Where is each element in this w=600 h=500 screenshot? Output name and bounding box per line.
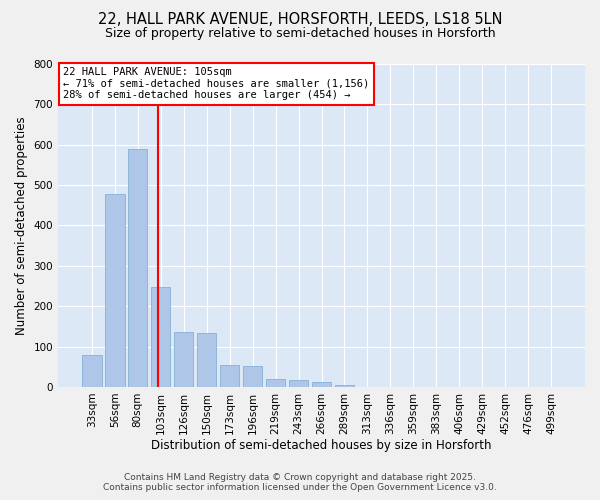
Bar <box>197 334 217 387</box>
Bar <box>151 287 170 387</box>
Bar <box>335 384 354 387</box>
Bar <box>289 380 308 387</box>
Bar <box>266 379 286 387</box>
Bar <box>82 356 101 387</box>
Bar <box>312 382 331 387</box>
Bar <box>105 194 125 387</box>
Bar <box>243 366 262 387</box>
Text: Contains HM Land Registry data © Crown copyright and database right 2025.
Contai: Contains HM Land Registry data © Crown c… <box>103 473 497 492</box>
Bar <box>220 365 239 387</box>
Y-axis label: Number of semi-detached properties: Number of semi-detached properties <box>15 116 28 335</box>
Text: 22, HALL PARK AVENUE, HORSFORTH, LEEDS, LS18 5LN: 22, HALL PARK AVENUE, HORSFORTH, LEEDS, … <box>98 12 502 28</box>
X-axis label: Distribution of semi-detached houses by size in Horsforth: Distribution of semi-detached houses by … <box>151 440 492 452</box>
Bar <box>128 149 148 387</box>
Text: Size of property relative to semi-detached houses in Horsforth: Size of property relative to semi-detach… <box>104 28 496 40</box>
Bar <box>174 332 193 387</box>
Text: 22 HALL PARK AVENUE: 105sqm
← 71% of semi-detached houses are smaller (1,156)
28: 22 HALL PARK AVENUE: 105sqm ← 71% of sem… <box>64 67 370 100</box>
